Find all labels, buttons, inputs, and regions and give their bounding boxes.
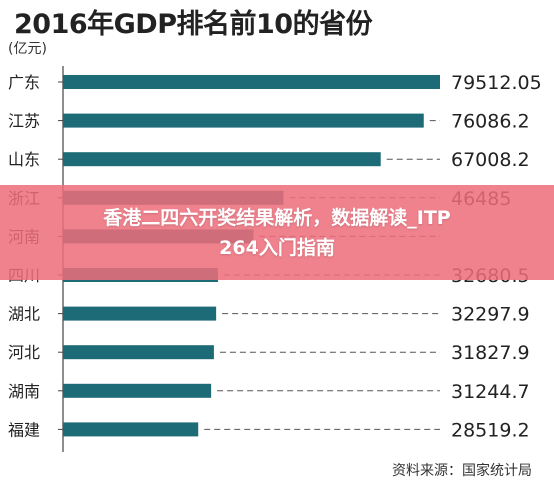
chart-title: 2016年GDP排名前10的省份 xyxy=(14,9,373,40)
overlay-banner: 香港二四六开奖结果解析，数据解读_ITP 264入门指南 xyxy=(0,185,554,280)
category-label: 福建 xyxy=(8,420,40,439)
source-note: 资料来源：国家统计局 xyxy=(392,463,532,479)
value-label: 32297.9 xyxy=(451,304,530,326)
category-label: 山东 xyxy=(8,150,40,169)
value-label: 67008.2 xyxy=(451,149,530,171)
value-label: 79512.05 xyxy=(451,72,542,94)
category-label: 湖北 xyxy=(8,305,40,324)
category-label: 湖南 xyxy=(8,382,40,401)
value-label: 28519.2 xyxy=(451,419,530,441)
bar xyxy=(63,345,214,360)
bar xyxy=(63,113,424,128)
overlay-text-line2: 264入门指南 xyxy=(219,236,335,259)
category-label: 河北 xyxy=(8,343,40,362)
value-label: 76086.2 xyxy=(451,111,530,133)
bar xyxy=(63,383,212,398)
overlay-text-line1: 香港二四六开奖结果解析，数据解读_ITP xyxy=(103,206,451,229)
unit-label: (亿元) xyxy=(8,41,47,57)
bar xyxy=(63,152,381,167)
value-label: 31244.7 xyxy=(451,381,530,403)
value-label: 31827.9 xyxy=(451,342,530,364)
bar xyxy=(63,306,217,321)
bar xyxy=(63,422,199,437)
bar xyxy=(63,75,440,89)
category-label: 江苏 xyxy=(8,112,40,131)
category-label: 广东 xyxy=(8,73,40,92)
